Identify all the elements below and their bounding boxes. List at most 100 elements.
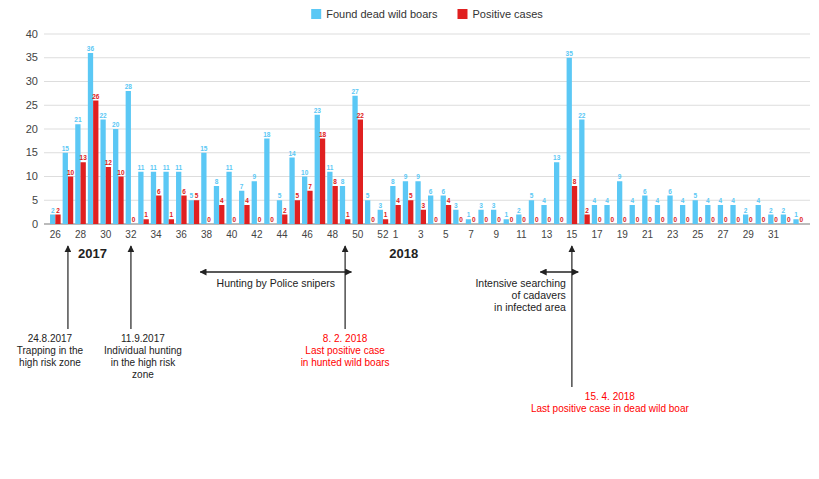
bar	[257, 224, 262, 225]
annotation: 8. 2. 2018Last positive casein hunted wi…	[301, 333, 390, 368]
data-label: 12	[105, 159, 113, 166]
bar	[289, 158, 294, 225]
bar	[55, 215, 60, 225]
data-label: 2	[585, 207, 589, 214]
x-tick-label: 38	[201, 229, 213, 240]
data-label: 0	[459, 216, 463, 223]
data-label: 22	[578, 112, 586, 119]
bar	[521, 224, 526, 225]
data-label: 10	[67, 169, 75, 176]
bar	[189, 200, 194, 224]
annotation: 2018	[389, 246, 418, 261]
data-label: 23	[314, 107, 322, 114]
data-label: 4	[542, 197, 546, 204]
bar	[642, 196, 647, 225]
grid-line	[44, 105, 810, 106]
x-tick-label: 27	[718, 229, 730, 240]
bar	[282, 215, 287, 225]
data-label: 15	[62, 145, 70, 152]
bar	[756, 205, 761, 224]
bar	[365, 200, 370, 224]
data-label: 4	[245, 197, 249, 204]
bar	[541, 205, 546, 224]
chart: 0510152025303540215213622202811111111515…	[0, 0, 819, 479]
data-label: 5	[530, 192, 534, 199]
data-label: 4	[447, 197, 451, 204]
bar	[138, 172, 143, 224]
data-label: 14	[288, 150, 296, 157]
bar	[478, 210, 483, 224]
annotation-line: 8. 2. 2018	[323, 333, 368, 344]
bar	[226, 172, 231, 224]
bar	[559, 224, 564, 225]
bar	[610, 224, 615, 225]
data-label: 2	[517, 207, 521, 214]
bar	[383, 219, 388, 224]
bar	[307, 191, 312, 224]
bar	[50, 215, 55, 225]
x-tick-label: 11	[516, 229, 527, 240]
bar	[773, 224, 778, 225]
data-label: 8	[215, 178, 219, 185]
x-tick-label: 32	[125, 229, 137, 240]
data-label: 5	[693, 192, 697, 199]
data-label: 1	[504, 211, 508, 218]
data-label: 0	[548, 216, 552, 223]
annotation-line: Intensive searching	[475, 277, 566, 289]
data-label: 0	[522, 216, 526, 223]
data-label: 9	[252, 173, 256, 180]
data-label: 2	[56, 207, 60, 214]
data-label: 0	[799, 216, 803, 223]
x-tick-label: 21	[642, 229, 654, 240]
data-label: 26	[92, 93, 100, 100]
bar	[131, 224, 136, 225]
bar	[579, 120, 584, 225]
annotation-line: high risk zone	[19, 357, 81, 368]
bar	[370, 224, 375, 225]
bar	[635, 224, 640, 225]
data-label: 22	[357, 112, 365, 119]
data-label: 4	[656, 197, 660, 204]
bar	[415, 181, 420, 224]
data-label: 0	[233, 216, 237, 223]
bar	[718, 205, 723, 224]
bar	[647, 224, 652, 225]
annotations: 20172018Hunting by Police snipersIntensi…	[17, 246, 690, 414]
x-tick-label: 19	[617, 229, 629, 240]
annotation-line: Individual hunting	[104, 345, 182, 356]
bar	[529, 200, 534, 224]
data-label: 0	[623, 216, 627, 223]
annotation-line: Hunting by Police snipers	[217, 277, 335, 289]
data-label: 11	[175, 164, 182, 171]
annotation: 11.9.2017Individual huntingin the high r…	[104, 333, 182, 380]
bar	[100, 120, 105, 225]
x-tick-label: 1	[393, 229, 399, 240]
grid-line	[44, 176, 810, 177]
bar	[793, 219, 798, 224]
data-label: 9	[618, 173, 622, 180]
bar	[655, 205, 660, 224]
x-tick-label: 36	[176, 229, 188, 240]
data-label: 3	[492, 202, 496, 209]
legend-swatch	[457, 9, 467, 19]
bar	[106, 167, 111, 224]
y-tick-label: 25	[26, 99, 38, 111]
data-label: 7	[308, 183, 312, 190]
bar	[302, 177, 307, 225]
bar	[441, 196, 446, 225]
data-label: 0	[636, 216, 640, 223]
data-label: 11	[137, 164, 144, 171]
bar	[320, 139, 325, 225]
bar	[428, 196, 433, 225]
y-tick-label: 20	[26, 123, 38, 135]
data-label: 18	[319, 131, 327, 138]
data-label: 1	[170, 211, 174, 218]
annotation-line: in hunted wild boars	[301, 357, 390, 368]
bar	[673, 224, 678, 225]
bar	[194, 200, 199, 224]
bar	[484, 224, 489, 225]
x-tick-label: 46	[302, 229, 314, 240]
data-label: 10	[301, 169, 309, 176]
bar	[743, 215, 748, 225]
data-label: 0	[774, 216, 778, 223]
